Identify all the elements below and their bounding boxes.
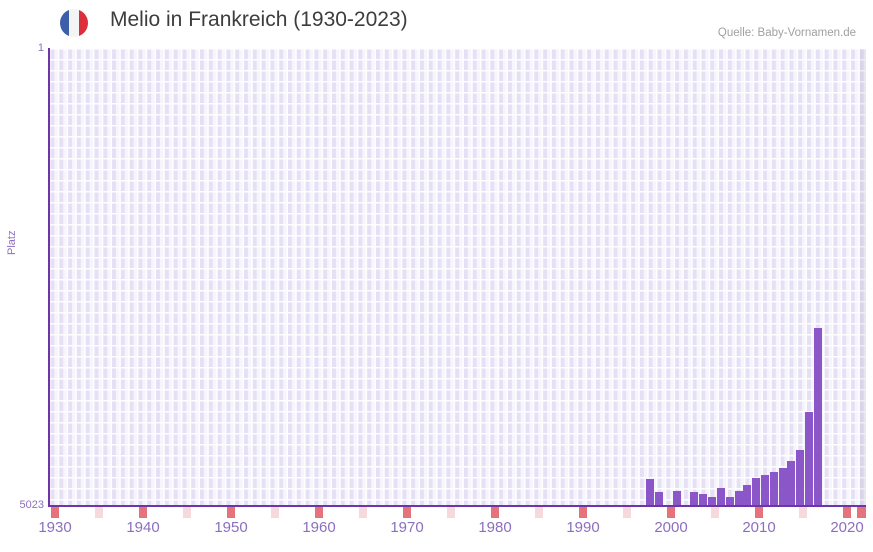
- x-tickmark-1975: [446, 507, 456, 518]
- x-axis-tickmarks: [50, 507, 866, 518]
- x-axis-label-1990: 1990: [566, 519, 600, 536]
- x-tickmark-1930: [50, 507, 60, 518]
- y-axis-title: Platz: [6, 230, 18, 255]
- bar-2006[interactable]: [673, 491, 681, 506]
- flag-stripe-blue: [60, 9, 70, 37]
- x-tickmark-2005: [710, 507, 720, 518]
- x-tickmark-1950: [226, 507, 236, 518]
- bar-2004[interactable]: [655, 492, 663, 506]
- source-attribution: Quelle: Baby-Vornamen.de: [717, 27, 856, 39]
- bar-2018[interactable]: [787, 461, 795, 506]
- y-axis-bottom-tick-label: 5023: [19, 499, 44, 511]
- bar-2003[interactable]: [646, 479, 654, 506]
- grid-lines: [50, 49, 866, 506]
- y-axis-bottom-tick: 5023: [0, 499, 44, 513]
- x-axis-label-2020: 2020: [830, 519, 864, 536]
- bar-2009[interactable]: [708, 497, 716, 506]
- x-axis-label-2000: 2000: [654, 519, 688, 536]
- x-axis-label-1950: 1950: [214, 519, 248, 536]
- x-axis-line: [48, 505, 866, 507]
- plot-area: [50, 49, 866, 506]
- france-flag-icon: [60, 9, 88, 37]
- bar-2015[interactable]: [761, 475, 769, 506]
- x-tickmark-2015: [798, 507, 808, 518]
- bar-2014[interactable]: [752, 478, 760, 506]
- bar-2019[interactable]: [796, 450, 804, 506]
- y-axis-top-tick: 1: [8, 42, 44, 56]
- y-axis-line: [48, 48, 50, 507]
- bar-2012[interactable]: [735, 491, 743, 506]
- bar-2017[interactable]: [779, 468, 787, 506]
- x-axis-label-1960: 1960: [302, 519, 336, 536]
- chart-header: Melio in Frankreich (1930-2023) Quelle: …: [0, 0, 873, 46]
- x-axis-labels: 1930 1940 1950 1960 1970 1980 1990 2000 2010 2020: [0, 519, 873, 543]
- x-tickmark-1990: [578, 507, 588, 518]
- x-axis-label-2010: 2010: [742, 519, 776, 536]
- x-tickmark-1970: [402, 507, 412, 518]
- x-axis-label-1970: 1970: [390, 519, 424, 536]
- x-axis-label-1980: 1980: [478, 519, 512, 536]
- x-tickmark-1955: [270, 507, 280, 518]
- bar-2021[interactable]: [814, 328, 822, 506]
- x-tickmark-1935: [94, 507, 104, 518]
- flag-stripe-red: [78, 9, 88, 37]
- flag-stripe-white: [69, 9, 79, 37]
- x-tickmark-1995: [622, 507, 632, 518]
- x-tickmark-1985: [534, 507, 544, 518]
- x-axis-label-1930: 1930: [38, 519, 72, 536]
- x-axis-label-1940: 1940: [126, 519, 160, 536]
- y-axis-top-tick-label: 1: [37, 42, 44, 54]
- x-tickmark-2020: [842, 507, 852, 518]
- bar-2020[interactable]: [805, 412, 813, 506]
- bar-2016[interactable]: [770, 472, 778, 506]
- bar-2011[interactable]: [726, 497, 734, 506]
- bar-2010[interactable]: [717, 488, 725, 506]
- bar-2007[interactable]: [690, 492, 698, 506]
- x-tickmark-1940: [138, 507, 148, 518]
- x-tickmark-2010: [754, 507, 764, 518]
- forecast-shaded-region: [860, 49, 866, 506]
- bar-series: [50, 49, 866, 506]
- x-tickmark-2000: [666, 507, 676, 518]
- x-tickmark-1960: [314, 507, 324, 518]
- x-tickmark-edge: [857, 507, 866, 518]
- page-title: Melio in Frankreich (1930-2023): [110, 8, 408, 31]
- bar-2013[interactable]: [743, 485, 751, 506]
- x-tickmark-1965: [358, 507, 368, 518]
- x-tickmark-1945: [182, 507, 192, 518]
- bar-2008[interactable]: [699, 494, 707, 506]
- x-tickmark-1980: [490, 507, 500, 518]
